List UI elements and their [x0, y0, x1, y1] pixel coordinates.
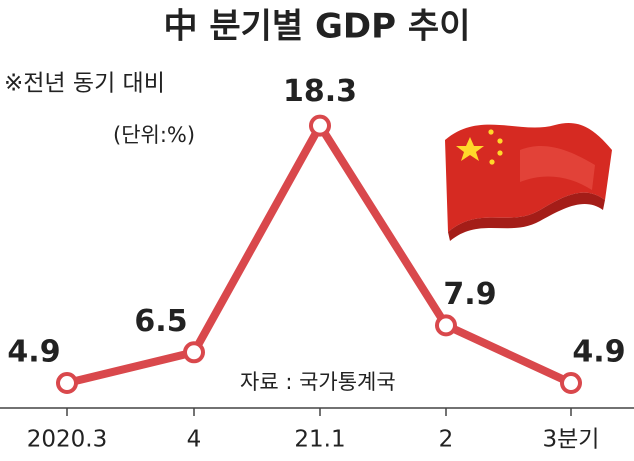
- point: [183, 341, 205, 364]
- chart-title: 中 분기별 GDP 추이: [164, 7, 471, 47]
- data-label: 6.5: [134, 304, 187, 339]
- source: 자료 : 국가통계국: [240, 370, 396, 394]
- data-label: 4.9: [572, 335, 625, 370]
- point: [435, 314, 457, 337]
- x-tick-label: 21.1: [294, 427, 345, 453]
- data-label: 18.3: [283, 74, 357, 109]
- x-tick-label: 4: [187, 427, 202, 453]
- point: [560, 372, 582, 395]
- point: [309, 114, 331, 137]
- flag: [445, 122, 612, 241]
- x-tick-label: 2: [439, 427, 454, 453]
- x-tick-label: 2020.3: [27, 427, 107, 453]
- point: [56, 372, 78, 395]
- data-label: 4.9: [7, 335, 60, 370]
- data-label: 7.9: [443, 277, 496, 312]
- x-tick-label: 3분기: [543, 427, 600, 453]
- subtitle: ※전년 동기 대비: [4, 71, 165, 97]
- unit-note: (단위:%): [113, 123, 195, 147]
